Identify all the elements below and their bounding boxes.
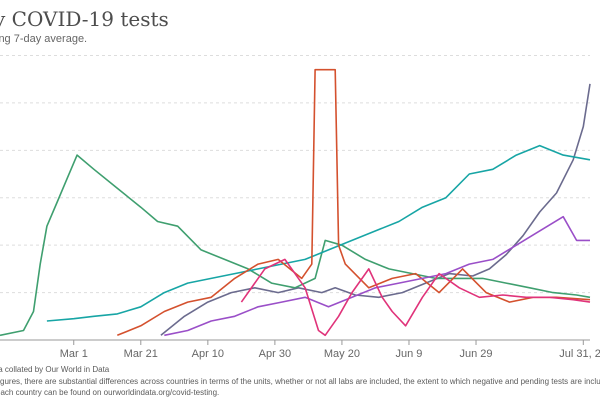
series-line-3: [46, 144, 591, 322]
gridlines: [0, 54, 590, 294]
chart-subtitle: ing 7-day average.: [0, 33, 88, 45]
footnote-line-1: figures, there are substantial differenc…: [0, 377, 600, 386]
x-tick-label: May 20: [324, 348, 360, 360]
x-tick-label: Apr 10: [192, 348, 224, 360]
series-line-4: [117, 68, 591, 337]
x-tick-label: Apr 30: [259, 348, 291, 360]
x-tick-label: Mar 21: [124, 348, 158, 360]
chart-title: y COVID-19 tests: [0, 7, 169, 31]
x-tick-label: Jun 29: [460, 348, 493, 360]
series-line-1: [160, 83, 591, 336]
series-line-5: [164, 215, 590, 337]
x-tick-label: Mar 1: [60, 348, 88, 360]
x-tick-label: Jul 31, 20: [559, 348, 600, 360]
x-axis: Mar 1 Mar 21 Apr 10 Apr 30 May 20 Jun 9 Jun 29…: [0, 339, 600, 360]
footnote-line-2: each country can be found on ourworldind…: [0, 388, 220, 397]
x-tick-label: Jun 9: [396, 348, 423, 360]
source-note: ta collated by Our World in Data: [0, 365, 110, 374]
series-lines: [0, 68, 591, 337]
series-line-6: [240, 258, 591, 337]
